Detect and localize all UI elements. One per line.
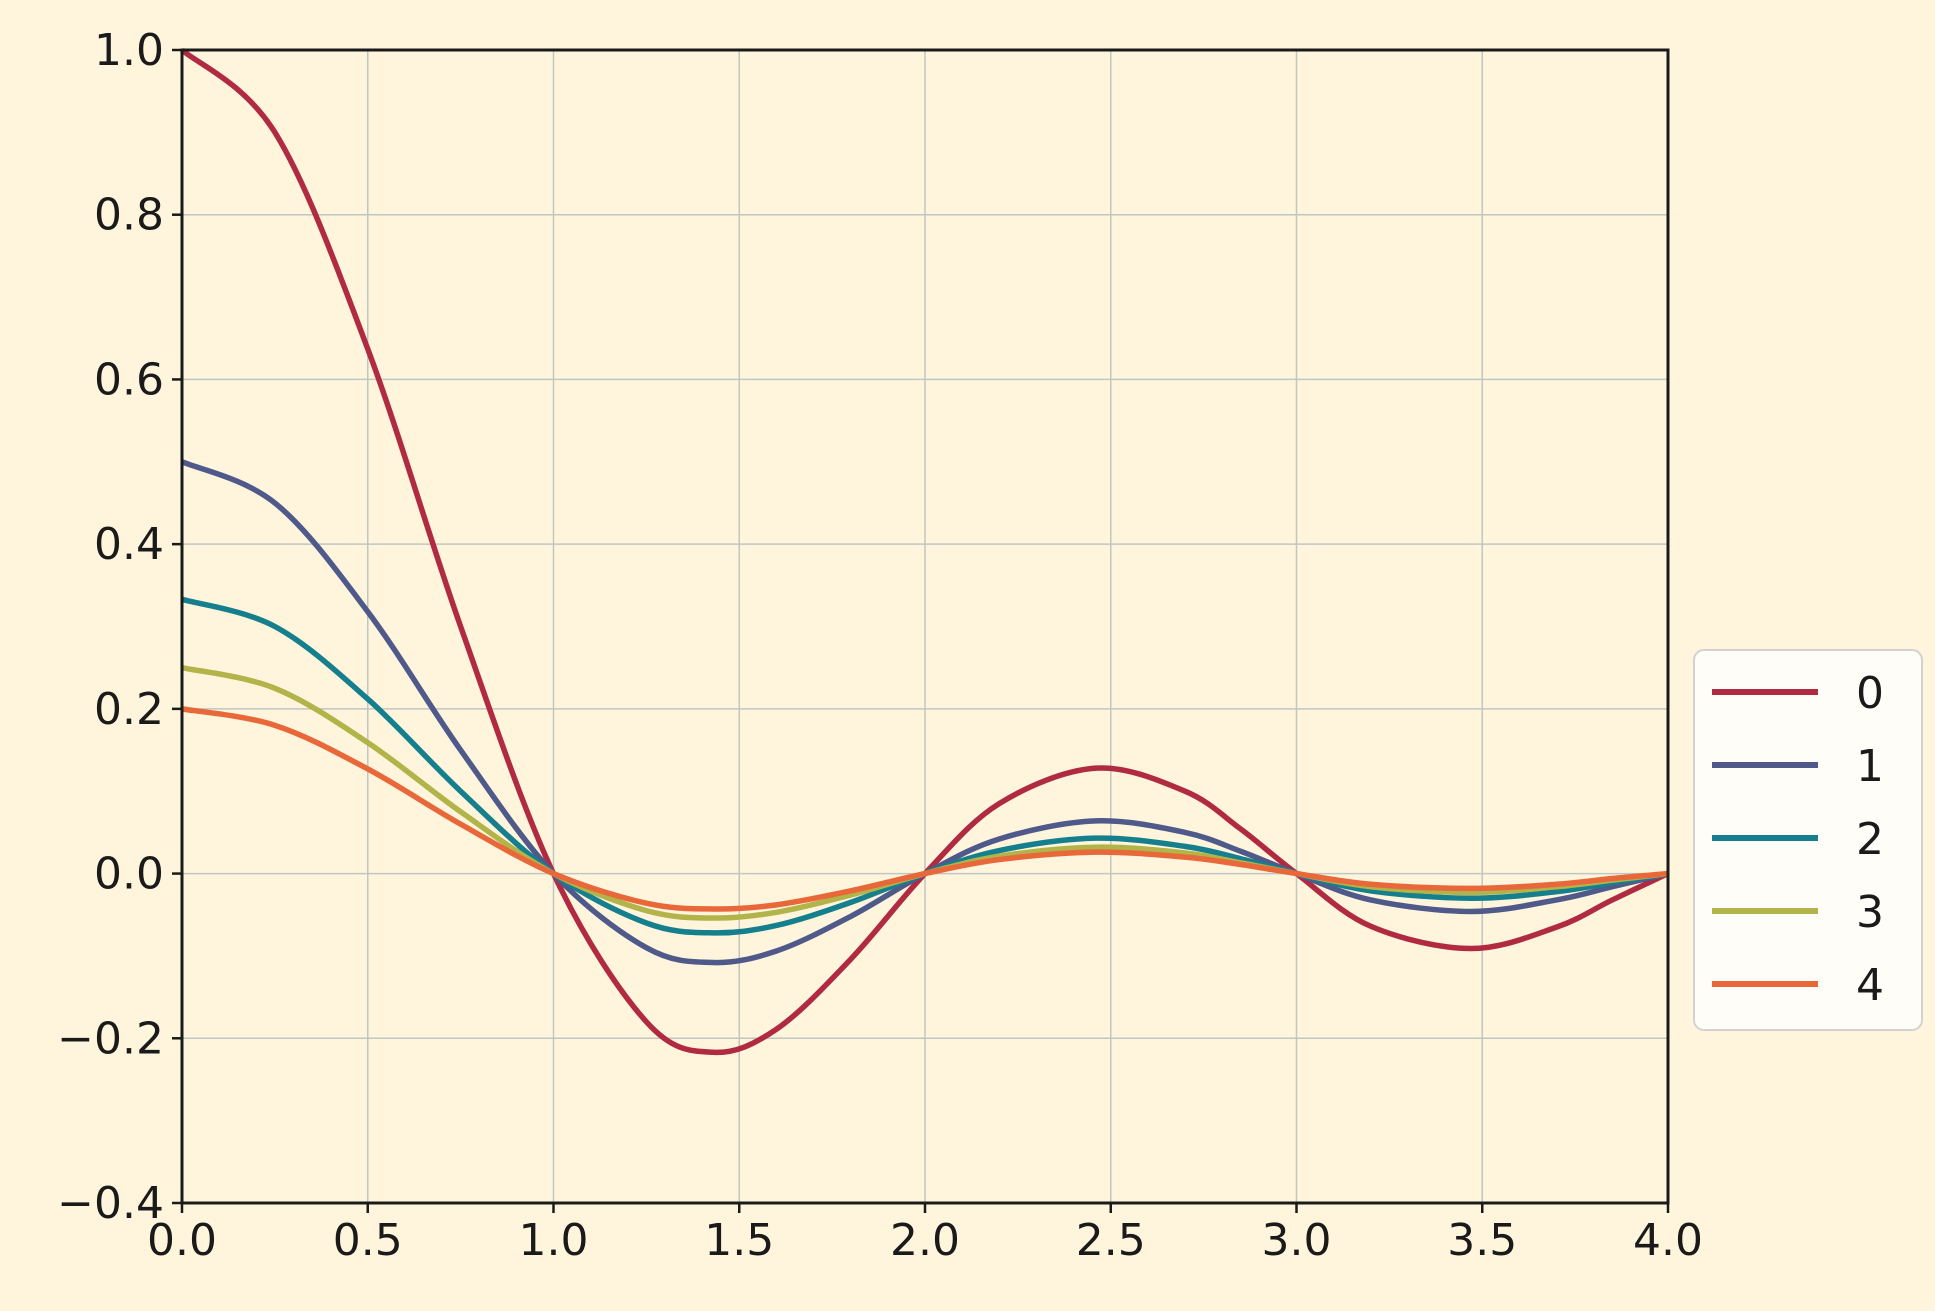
x-tick-label: 2.5 [1076,1215,1146,1266]
y-tick-label: 0.6 [94,354,164,405]
y-tick-label: 0.4 [94,519,164,570]
y-tick-label: −0.4 [57,1178,164,1229]
legend-label-1: 1 [1856,741,1884,792]
x-tick-label: 0.5 [333,1215,403,1266]
y-axis: −0.4 −0.2 0.0 0.2 0.4 0.6 0.8 1.0 [57,25,182,1229]
x-tick-label: 1.5 [704,1215,774,1266]
series-line-0 [180,47,1670,1056]
x-tick-label: 4.0 [1633,1215,1703,1266]
x-tick-label: 1.0 [519,1215,589,1266]
x-tick-label: 2.0 [890,1215,960,1266]
x-axis: 0.0 0.5 1.0 1.5 2.0 2.5 3.0 3.5 4.0 [147,1203,1703,1266]
legend: 0 1 2 3 4 [1693,649,1923,1031]
y-tick-label: 1.0 [94,25,164,76]
x-tick-label: 3.0 [1262,1215,1332,1266]
y-tick-label: 0.2 [94,684,164,735]
y-tick-label: −0.2 [57,1013,164,1064]
x-tick-label: 0.0 [147,1215,217,1266]
y-tick-label: 0.8 [94,190,164,241]
x-tick-label: 3.5 [1447,1215,1517,1266]
legend-label-3: 3 [1856,887,1884,938]
legend-label-2: 2 [1856,814,1884,865]
series-lines [180,47,1670,1056]
legend-label-0: 0 [1856,668,1884,719]
series-line-4 [181,706,1669,912]
legend-label-4: 4 [1856,960,1884,1011]
y-tick-label: 0.0 [94,849,164,900]
